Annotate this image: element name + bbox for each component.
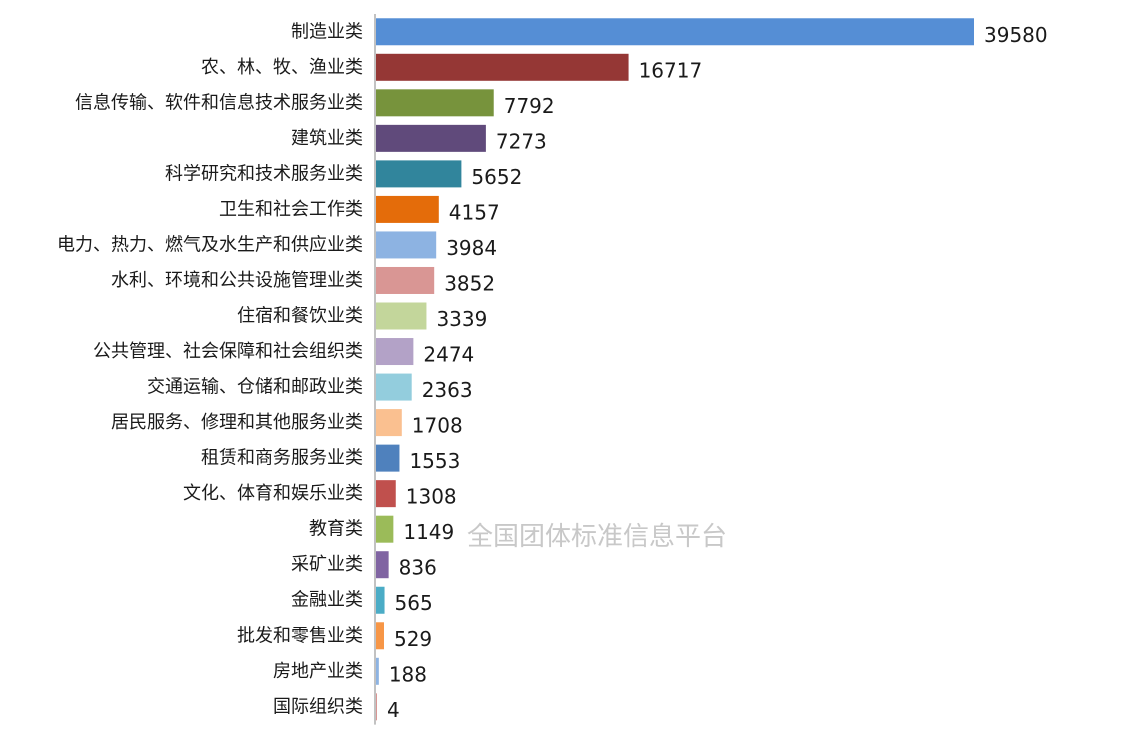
value-label: 4157 bbox=[449, 200, 500, 224]
bar bbox=[376, 124, 486, 152]
bar bbox=[376, 195, 439, 223]
bar bbox=[376, 551, 389, 579]
category-label: 教育类 bbox=[309, 519, 363, 540]
bars-group bbox=[376, 18, 974, 721]
category-label: 科学研究和技术服务业类 bbox=[165, 163, 363, 184]
value-label: 529 bbox=[394, 627, 432, 651]
category-label: 公共管理、社会保障和社会组织类 bbox=[93, 341, 363, 362]
value-label: 7792 bbox=[504, 94, 555, 118]
value-label: 3852 bbox=[444, 271, 495, 295]
bar bbox=[376, 693, 377, 721]
bar bbox=[376, 480, 396, 508]
value-label: 1553 bbox=[409, 449, 460, 473]
value-label: 2474 bbox=[423, 343, 474, 367]
category-label: 农、林、牧、渔业类 bbox=[201, 57, 363, 78]
bar bbox=[376, 409, 402, 437]
category-label: 住宿和餐饮业类 bbox=[237, 306, 363, 327]
category-label: 批发和零售业类 bbox=[237, 625, 363, 646]
value-label: 188 bbox=[389, 662, 427, 686]
value-label: 2363 bbox=[422, 378, 473, 402]
bar bbox=[376, 18, 974, 46]
category-label: 电力、热力、燃气及水生产和供应业类 bbox=[57, 234, 363, 255]
category-label: 金融业类 bbox=[291, 590, 363, 611]
bar bbox=[376, 373, 412, 401]
bar bbox=[376, 657, 379, 685]
category-label: 文化、体育和娱乐业类 bbox=[183, 483, 363, 504]
bar bbox=[376, 622, 384, 650]
value-label: 39580 bbox=[984, 23, 1048, 47]
category-label: 交通运输、仓储和邮政业类 bbox=[147, 377, 363, 398]
bar bbox=[376, 338, 414, 366]
value-label: 1149 bbox=[403, 520, 454, 544]
category-label: 居民服务、修理和其他服务业类 bbox=[111, 412, 363, 433]
value-label: 565 bbox=[395, 591, 433, 615]
value-label: 16717 bbox=[639, 58, 703, 82]
category-label: 信息传输、软件和信息技术服务业类 bbox=[75, 92, 363, 113]
category-label: 卫生和社会工作类 bbox=[219, 199, 363, 220]
bar bbox=[376, 231, 437, 259]
bar bbox=[376, 89, 494, 117]
bar bbox=[376, 266, 435, 294]
watermark: 全国团体标准信息平台 bbox=[467, 522, 727, 552]
category-label: 采矿业类 bbox=[291, 554, 363, 575]
bar bbox=[376, 160, 462, 188]
bar bbox=[376, 444, 400, 472]
bar bbox=[376, 515, 394, 543]
value-label: 3984 bbox=[446, 236, 497, 260]
category-label: 建筑业类 bbox=[291, 128, 363, 149]
value-label: 4 bbox=[387, 698, 400, 722]
value-labels-group: 39580 16717 7792 7273 5652 4157 3984 3852 3339 24… bbox=[387, 23, 1048, 722]
category-label: 房地产业类 bbox=[273, 661, 363, 682]
value-label: 1308 bbox=[406, 485, 457, 509]
category-label: 制造业类 bbox=[291, 21, 363, 42]
value-label: 7273 bbox=[496, 129, 547, 153]
category-labels-group: 制造业类农、林、牧、渔业类信息传输、软件和信息技术服务业类建筑业类科学研究和技术… bbox=[57, 21, 363, 717]
bar bbox=[376, 586, 385, 614]
category-label: 水利、环境和公共设施管理业类 bbox=[111, 270, 363, 291]
value-label: 1708 bbox=[412, 414, 463, 438]
value-label: 3339 bbox=[436, 307, 487, 331]
bar bbox=[376, 53, 629, 81]
bar bbox=[376, 302, 427, 330]
category-label: 国际组织类 bbox=[273, 696, 363, 717]
category-label: 租赁和商务服务业类 bbox=[201, 448, 363, 469]
value-label: 836 bbox=[399, 556, 437, 580]
value-label: 5652 bbox=[471, 165, 522, 189]
